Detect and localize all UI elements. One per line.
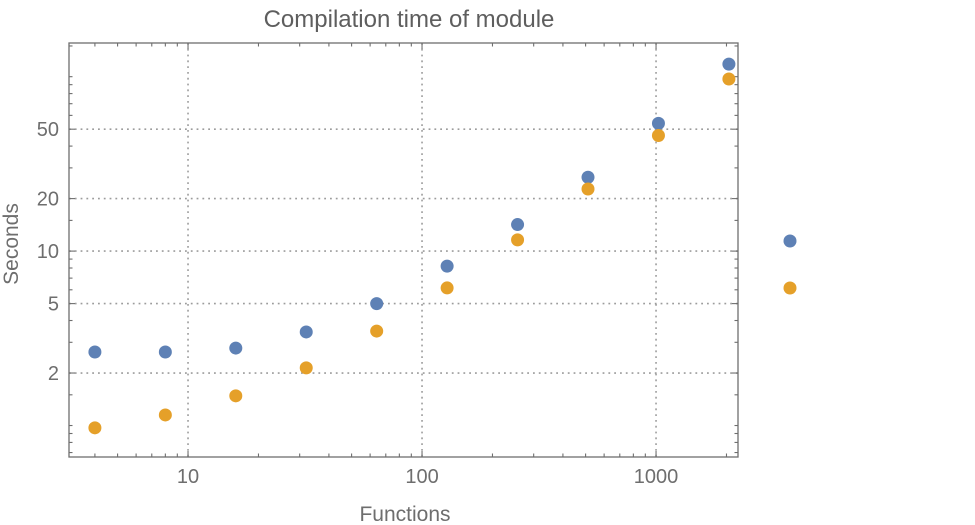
data-point [722,57,736,71]
data-point [511,233,525,247]
data-points [88,57,736,435]
data-point [229,389,243,403]
legend [783,234,797,295]
y-tick-label: 10 [37,241,59,263]
data-point [651,129,665,143]
data-point [299,361,313,375]
data-point [440,259,454,273]
data-point [581,182,595,196]
data-point [511,218,525,232]
x-axis-label: Functions [359,503,450,525]
data-point [370,324,384,338]
tick-labels: 10 100 1000 2 5 10 20 50 [37,119,679,488]
x-tick-label: 10 [177,466,199,488]
plot-frame [68,42,739,458]
x-tick-label: 100 [405,466,438,488]
data-point [229,341,243,355]
legend-marker [783,234,797,248]
data-point [370,297,384,311]
data-point [88,345,102,359]
data-point [158,345,172,359]
y-axis-label: Seconds [0,203,23,285]
data-point [88,421,102,435]
data-point [722,72,736,86]
y-tick-label: 5 [48,294,59,316]
data-point [299,325,313,339]
data-point [440,281,454,295]
y-tick-label: 50 [37,119,59,141]
x-tick-label: 1000 [634,466,679,488]
data-point [158,408,172,422]
series-blue [88,57,736,359]
data-point [651,116,665,130]
y-tick-label: 20 [37,189,59,211]
data-point [581,170,595,184]
legend-marker [783,281,797,295]
chart-title: Compilation time of module [264,6,555,33]
axis-ticks [69,43,738,457]
grid-layer [69,43,738,457]
frame-rect [68,42,739,458]
series-orange [88,72,736,435]
y-tick-label: 2 [48,363,59,385]
